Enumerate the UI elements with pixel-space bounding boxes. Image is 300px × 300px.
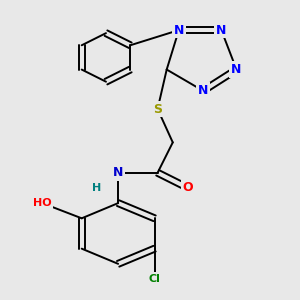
Text: N: N [174, 24, 184, 37]
Text: N: N [231, 63, 242, 76]
Text: N: N [113, 166, 123, 179]
Text: HO: HO [33, 198, 52, 208]
Text: Cl: Cl [148, 274, 160, 284]
Text: S: S [153, 103, 162, 116]
Text: H: H [92, 183, 101, 193]
Text: N: N [198, 84, 208, 97]
Text: O: O [183, 182, 193, 194]
Text: N: N [216, 24, 226, 37]
